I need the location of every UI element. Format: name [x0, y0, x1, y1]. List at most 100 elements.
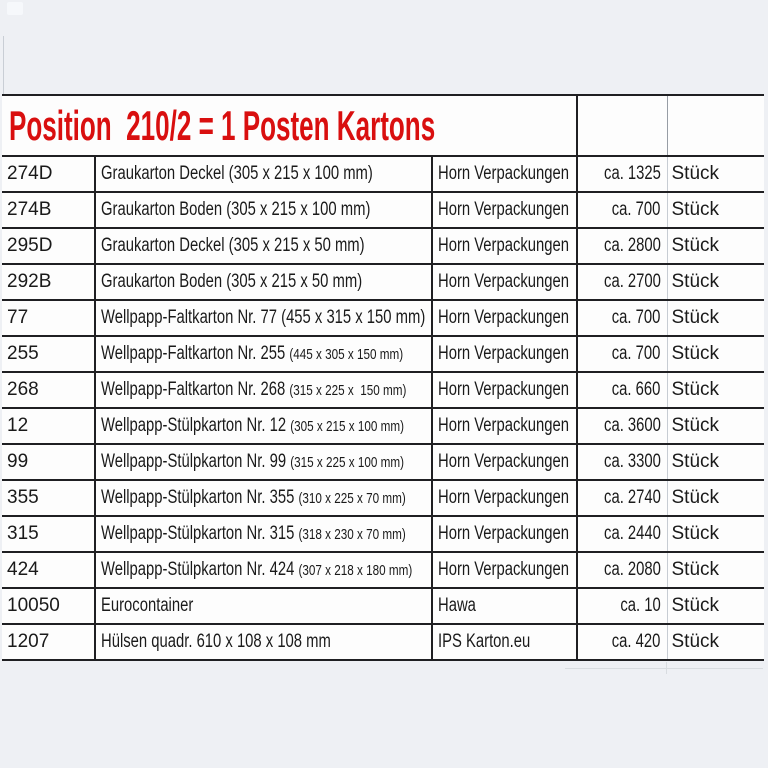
table-row: 424 Wellpapp-Stülpkarton Nr. 424 (307 x 2…: [2, 551, 764, 589]
cell-description[interactable]: Hülsen quadr. 610 x 108 x 108 mm: [94, 623, 432, 661]
cell-unit[interactable]: Stück: [666, 407, 764, 445]
dimension-text: (305 x 215 x 50 mm): [228, 235, 365, 256]
cell-unit[interactable]: Stück: [666, 227, 764, 265]
cell-unit[interactable]: Stück: [666, 299, 764, 337]
table-row: 315 Wellpapp-Stülpkarton Nr. 315 (318 x 2…: [2, 515, 764, 553]
cell-supplier[interactable]: Horn Verpackungen: [431, 407, 577, 445]
cell-quantity[interactable]: ca. 3600: [576, 407, 667, 445]
kartons-table: Position 210/2 = 1 Posten Kartons 274D Gr…: [2, 94, 764, 661]
cell-description[interactable]: Wellpapp-Stülpkarton Nr. 12 (305 x 215 x…: [94, 407, 432, 445]
cell-quantity[interactable]: ca. 660: [576, 371, 667, 409]
table-row: 10050 Eurocontainer Hawa ca. 10 Stück: [2, 587, 764, 625]
cell-quantity[interactable]: ca. 700: [576, 299, 667, 337]
table-row: 292B Graukarton Boden (305 x 215 x 50 mm)…: [2, 263, 764, 301]
cell-quantity[interactable]: ca. 10: [576, 587, 667, 625]
cell-id[interactable]: 268: [2, 371, 95, 409]
cell-quantity[interactable]: ca. 700: [576, 191, 667, 229]
cell-supplier[interactable]: Horn Verpackungen: [431, 479, 577, 517]
title-row-empty-unit-cell[interactable]: [666, 94, 764, 157]
cell-description[interactable]: Wellpapp-Faltkarton Nr. 255 (445 x 305 x…: [94, 335, 432, 373]
cell-unit[interactable]: Stück: [666, 587, 764, 625]
table-row: 77 Wellpapp-Faltkarton Nr. 77 (455 x 315 …: [2, 299, 764, 337]
cell-description[interactable]: Wellpapp-Stülpkarton Nr. 99 (315 x 225 x…: [94, 443, 432, 481]
cell-unit[interactable]: Stück: [666, 443, 764, 481]
dimension-text: (305 x 215 x 100 mm): [290, 418, 405, 435]
cell-supplier[interactable]: Horn Verpackungen: [431, 443, 577, 481]
cell-description[interactable]: Wellpapp-Stülpkarton Nr. 315 (318 x 230 …: [94, 515, 432, 553]
cell-unit[interactable]: Stück: [666, 335, 764, 373]
cell-supplier[interactable]: Horn Verpackungen: [431, 191, 577, 229]
cell-quantity[interactable]: ca. 3300: [576, 443, 667, 481]
gridline-remnant-bottom-h: [565, 668, 763, 669]
cell-quantity[interactable]: ca. 700: [576, 335, 667, 373]
cell-quantity[interactable]: ca. 2800: [576, 227, 667, 265]
dimension-text: (305 x 215 x 100 mm): [228, 163, 373, 184]
cell-unit[interactable]: Stück: [666, 155, 764, 193]
cell-id[interactable]: 10050: [2, 587, 95, 625]
cell-id[interactable]: 292B: [2, 263, 95, 301]
cell-id[interactable]: 274B: [2, 191, 95, 229]
cell-id[interactable]: 77: [2, 299, 95, 337]
cell-description[interactable]: Wellpapp-Stülpkarton Nr. 355 (310 x 225 …: [94, 479, 432, 517]
dimension-text: (305 x 215 x 50 mm): [226, 271, 363, 292]
cell-supplier[interactable]: Horn Verpackungen: [431, 371, 577, 409]
dimension-text: (315 x 225 x 100 mm): [290, 454, 405, 471]
table-row: 274B Graukarton Boden (305 x 215 x 100 mm…: [2, 191, 764, 229]
cell-supplier[interactable]: Hawa: [431, 587, 577, 625]
cell-supplier[interactable]: IPS Karton.eu: [431, 623, 577, 661]
cell-id[interactable]: 315: [2, 515, 95, 553]
cell-supplier[interactable]: Horn Verpackungen: [431, 335, 577, 373]
dimension-text: (307 x 218 x 180 mm): [298, 562, 413, 579]
table-row: 255 Wellpapp-Faltkarton Nr. 255 (445 x 30…: [2, 335, 764, 373]
table-row: 1207 Hülsen quadr. 610 x 108 x 108 mm IPS …: [2, 623, 764, 661]
cell-supplier[interactable]: Horn Verpackungen: [431, 551, 577, 589]
cell-unit[interactable]: Stück: [666, 515, 764, 553]
cell-id[interactable]: 355: [2, 479, 95, 517]
dimension-text: (318 x 230 x 70 mm): [298, 526, 406, 543]
cell-description[interactable]: Graukarton Boden (305 x 215 x 50 mm): [94, 263, 432, 301]
table-row: 295D Graukarton Deckel (305 x 215 x 50 mm…: [2, 227, 764, 265]
cell-description[interactable]: Wellpapp-Stülpkarton Nr. 424 (307 x 218 …: [94, 551, 432, 589]
cell-description[interactable]: Eurocontainer: [94, 587, 432, 625]
cell-description[interactable]: Graukarton Deckel (305 x 215 x 100 mm): [94, 155, 432, 193]
cell-supplier[interactable]: Horn Verpackungen: [431, 227, 577, 265]
cell-supplier[interactable]: Horn Verpackungen: [431, 299, 577, 337]
cell-unit[interactable]: Stück: [666, 623, 764, 661]
title-row-empty-quantity-cell[interactable]: [576, 94, 667, 157]
cell-supplier[interactable]: Horn Verpackungen: [431, 155, 577, 193]
cell-unit[interactable]: Stück: [666, 263, 764, 301]
page-title-cell[interactable]: Position 210/2 = 1 Posten Kartons: [2, 94, 577, 157]
cell-id[interactable]: 255: [2, 335, 95, 373]
cell-unit[interactable]: Stück: [666, 371, 764, 409]
cell-quantity[interactable]: ca. 420: [576, 623, 667, 661]
table-row: 355 Wellpapp-Stülpkarton Nr. 355 (310 x 2…: [2, 479, 764, 517]
cell-description[interactable]: Wellpapp-Faltkarton Nr. 77 (455 x 315 x …: [94, 299, 432, 337]
cell-unit[interactable]: Stück: [666, 551, 764, 589]
cell-id[interactable]: 12: [2, 407, 95, 445]
scan-artifact: [7, 2, 23, 15]
cell-description[interactable]: Wellpapp-Faltkarton Nr. 268 (315 x 225 x…: [94, 371, 432, 409]
cell-quantity[interactable]: ca. 2740: [576, 479, 667, 517]
cell-id[interactable]: 295D: [2, 227, 95, 265]
dimension-text: (305 x 215 x 100 mm): [226, 199, 371, 220]
cell-quantity[interactable]: ca. 2080: [576, 551, 667, 589]
cell-quantity[interactable]: ca. 2440: [576, 515, 667, 553]
table-row: 268 Wellpapp-Faltkarton Nr. 268 (315 x 22…: [2, 371, 764, 409]
cell-unit[interactable]: Stück: [666, 191, 764, 229]
cell-supplier[interactable]: Horn Verpackungen: [431, 515, 577, 553]
kartons-table-grid: Position 210/2 = 1 Posten Kartons 274D Gr…: [2, 94, 764, 661]
cell-supplier[interactable]: Horn Verpackungen: [431, 263, 577, 301]
cell-quantity[interactable]: ca. 2700: [576, 263, 667, 301]
cell-description[interactable]: Graukarton Boden (305 x 215 x 100 mm): [94, 191, 432, 229]
cell-id[interactable]: 274D: [2, 155, 95, 193]
title-row: Position 210/2 = 1 Posten Kartons: [2, 94, 764, 157]
table-row: 274D Graukarton Deckel (305 x 215 x 100 m…: [2, 155, 764, 193]
cell-quantity[interactable]: ca. 1325: [576, 155, 667, 193]
cell-description[interactable]: Graukarton Deckel (305 x 215 x 50 mm): [94, 227, 432, 265]
cell-id[interactable]: 99: [2, 443, 95, 481]
gridline-remnant-bottom-v: [666, 662, 667, 674]
cell-id[interactable]: 424: [2, 551, 95, 589]
table-row: 99 Wellpapp-Stülpkarton Nr. 99 (315 x 225…: [2, 443, 764, 481]
cell-unit[interactable]: Stück: [666, 479, 764, 517]
cell-id[interactable]: 1207: [2, 623, 95, 661]
